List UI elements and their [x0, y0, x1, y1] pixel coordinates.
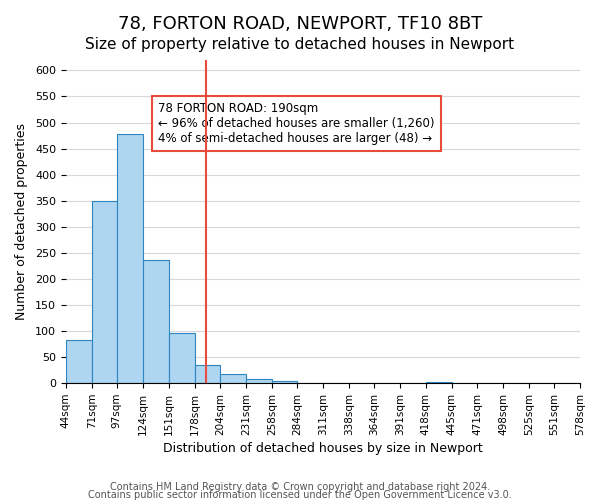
Bar [246, 379, 272, 383]
Bar [92, 201, 117, 383]
Bar [272, 380, 297, 383]
Text: Contains HM Land Registry data © Crown copyright and database right 2024.: Contains HM Land Registry data © Crown c… [110, 482, 490, 492]
Text: 78 FORTON ROAD: 190sqm
← 96% of detached houses are smaller (1,260)
4% of semi-d: 78 FORTON ROAD: 190sqm ← 96% of detached… [158, 102, 435, 145]
Bar [220, 374, 246, 383]
Text: Size of property relative to detached houses in Newport: Size of property relative to detached ho… [85, 38, 515, 52]
Bar [195, 365, 220, 383]
Bar [169, 332, 195, 383]
Bar [143, 260, 169, 383]
Bar [66, 340, 92, 383]
Y-axis label: Number of detached properties: Number of detached properties [15, 123, 28, 320]
Bar [117, 134, 143, 383]
Text: 78, FORTON ROAD, NEWPORT, TF10 8BT: 78, FORTON ROAD, NEWPORT, TF10 8BT [118, 15, 482, 33]
X-axis label: Distribution of detached houses by size in Newport: Distribution of detached houses by size … [163, 442, 483, 455]
Bar [426, 382, 452, 383]
Text: Contains public sector information licensed under the Open Government Licence v3: Contains public sector information licen… [88, 490, 512, 500]
